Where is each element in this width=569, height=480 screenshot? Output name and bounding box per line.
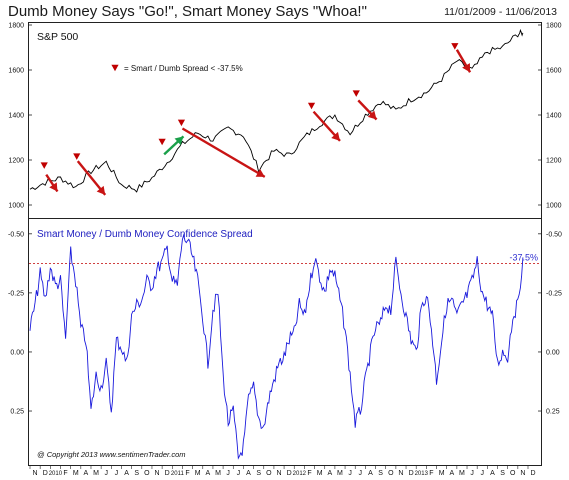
decline-arrow-head — [255, 168, 265, 177]
x-tick-label: F — [63, 470, 67, 477]
x-tick-label: A — [490, 470, 495, 477]
signal-marker — [307, 102, 316, 110]
x-tick-label: O — [388, 470, 394, 477]
x-tick-label: J — [481, 470, 485, 477]
x-tick-label: D — [287, 470, 292, 477]
x-tick-label: D — [409, 470, 414, 477]
spread-tick-label-right: -0.25 — [546, 290, 562, 297]
x-tick-label: N — [155, 470, 160, 477]
x-tick-label: M — [215, 470, 221, 477]
x-tick-label: M — [73, 470, 79, 477]
x-tick-label: A — [449, 470, 454, 477]
sp500-tick-label-right: 1000 — [546, 203, 562, 210]
sp500-tick-label-left: 1800 — [8, 23, 24, 30]
x-tick-label: N — [520, 470, 525, 477]
x-tick-label: J — [470, 470, 474, 477]
signal-marker — [40, 162, 48, 169]
x-tick-label: F — [429, 470, 433, 477]
x-tick-label: A — [327, 470, 332, 477]
sp500-tick-label-right: 1200 — [546, 158, 562, 165]
sp500-price-line — [29, 28, 524, 193]
sp500-tick-label-right: 1600 — [546, 68, 562, 75]
x-tick-label: M — [439, 470, 445, 477]
x-tick-label: S — [500, 470, 505, 477]
x-tick-label: O — [510, 470, 516, 477]
x-tick-label: J — [226, 470, 230, 477]
x-tick-label: J — [237, 470, 241, 477]
copyright-annotation: @ Copyright 2013 www.sentimenTrader.com — [37, 450, 186, 459]
threshold-label: -37.5% — [509, 252, 538, 262]
decline-arrow-head — [367, 110, 377, 120]
sp500-tick-label-left: 1000 — [8, 203, 24, 210]
sp500-tick-label-left: 1400 — [8, 113, 24, 120]
x-tick-label: F — [185, 470, 189, 477]
x-tick-label: M — [195, 470, 201, 477]
plot-frame — [28, 22, 542, 466]
sp500-tick-label-left: 1600 — [8, 68, 24, 75]
sp500-tick-label-left: 1200 — [8, 158, 24, 165]
spread-tick-label-left: -0.25 — [8, 290, 24, 297]
signal-legend-text: = Smart / Dumb Spread < -37.5% — [124, 64, 243, 73]
signal-marker — [177, 119, 186, 127]
x-tick-label: O — [266, 470, 272, 477]
signal-marker — [73, 153, 81, 160]
sp500-panel: S&P 500 = Smart / Dumb Spread < -37.5% 1… — [8, 23, 561, 210]
x-tick-label: J — [115, 470, 119, 477]
decline-arrow — [181, 127, 266, 178]
sp500-tick-label-right: 1800 — [546, 23, 562, 30]
spread-tick-label-left: 0.25 — [10, 409, 24, 416]
x-tick-label: M — [459, 470, 465, 477]
spread-panel: Smart Money / Dumb Money Confidence Spre… — [8, 229, 562, 460]
x-tick-label: A — [84, 470, 89, 477]
spread-tick-label-left: 0.00 — [10, 349, 24, 356]
x-tick-label: M — [93, 470, 99, 477]
decline-arrow-head — [49, 182, 58, 192]
chart-title: Dumb Money Says "Go!", Smart Money Says … — [8, 3, 367, 20]
spread-tick-label-right: 0.25 — [546, 409, 560, 416]
decline-arrow-head — [96, 185, 106, 195]
x-tick-label: N — [398, 470, 403, 477]
spread-panel-title: Smart Money / Dumb Money Confidence Spre… — [37, 229, 253, 240]
x-tick-label: S — [134, 470, 139, 477]
x-tick-label: J — [348, 470, 352, 477]
x-tick-label: A — [124, 470, 129, 477]
signal-marker — [352, 90, 360, 97]
signal-marker — [451, 43, 459, 50]
x-tick-label: A — [368, 470, 373, 477]
x-tick-label: 2013 — [415, 471, 429, 477]
sp500-tick-label-right: 1400 — [546, 113, 562, 120]
x-tick-label: N — [276, 470, 281, 477]
x-axis: N D 2010 F M A M J J A S O N D 2011 F M A M J J A S O N D 2012 F M A M… — [29, 465, 536, 477]
decline-arrow-head — [462, 63, 471, 73]
x-tick-label: N — [33, 470, 38, 477]
spread-tick-label-right: -0.50 — [546, 231, 562, 238]
date-range: 11/01/2009 - 11/06/2013 — [444, 6, 557, 18]
signal-marker — [158, 138, 166, 146]
x-tick-label: D — [531, 470, 536, 477]
legend-marker — [111, 64, 119, 72]
x-tick-label: D — [43, 470, 48, 477]
x-tick-label: M — [337, 470, 343, 477]
x-tick-label: D — [165, 470, 170, 477]
sp500-panel-title: S&P 500 — [37, 31, 78, 43]
x-tick-label: S — [256, 470, 261, 477]
x-tick-label: O — [144, 470, 150, 477]
spread-line — [29, 233, 524, 460]
decline-arrow-head — [331, 131, 340, 141]
x-tick-label: A — [206, 470, 211, 477]
x-tick-label: 2011 — [171, 471, 185, 477]
x-tick-label: J — [359, 470, 363, 477]
x-tick-label: 2012 — [293, 471, 307, 477]
rally-arrow-head — [174, 136, 184, 146]
x-tick-label: 2010 — [49, 471, 63, 477]
x-tick-label: M — [317, 470, 323, 477]
x-tick-label: J — [104, 470, 108, 477]
x-tick-label: F — [307, 470, 311, 477]
spread-tick-label-right: 0.00 — [546, 349, 560, 356]
x-tick-label: S — [378, 470, 383, 477]
x-tick-label: A — [246, 470, 251, 477]
spread-tick-label-left: -0.50 — [8, 231, 24, 238]
